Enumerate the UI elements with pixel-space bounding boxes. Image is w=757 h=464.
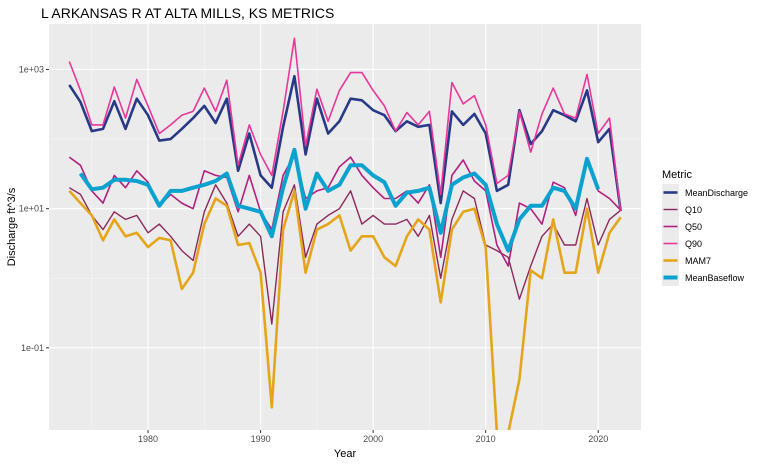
legend-label-q50: Q50 xyxy=(685,222,702,232)
x-tick-label: 2020 xyxy=(588,434,608,444)
series-line-meandischarge xyxy=(68,74,622,212)
legend-label-meandischarge: MeanDischarge xyxy=(685,188,748,198)
y-tick-label: 1e+03 xyxy=(19,64,44,74)
series-line-q90 xyxy=(68,37,622,212)
y-tick-label: 1e-01 xyxy=(21,343,44,353)
series-line-meanbaseflow xyxy=(78,147,601,253)
legend: Metric MeanDischarge Q10 Q50 Q90 MAM7 MeanBas… xyxy=(662,169,748,286)
x-tick-label: 1990 xyxy=(251,434,271,444)
series-layer xyxy=(68,37,622,430)
x-tick-label: 2000 xyxy=(363,434,383,444)
legend-title: Metric xyxy=(662,169,692,181)
legend-label-q90: Q90 xyxy=(685,239,702,249)
y-axis: 1e-01 1e+01 1e+03 xyxy=(19,64,49,353)
grid-major xyxy=(49,24,641,430)
x-axis-title: Year xyxy=(334,448,357,460)
legend-label-mam7: MAM7 xyxy=(685,256,711,266)
series-line-q10 xyxy=(68,184,622,325)
legend-label-meanbaseflow: MeanBaseflow xyxy=(685,273,745,283)
legend-items: MeanDischarge Q10 Q50 Q90 MAM7 MeanBaseflow xyxy=(662,184,748,286)
y-axis-title: Discharge ft^3/s xyxy=(6,187,18,266)
chart-title: L ARKANSAS R AT ALTA MILLS, KS METRICS xyxy=(41,5,334,21)
x-tick-label: 2010 xyxy=(476,434,496,444)
y-tick-label: 1e+01 xyxy=(19,204,44,214)
x-axis: 1980 1990 2000 2010 2020 xyxy=(138,430,608,444)
x-tick-label: 1980 xyxy=(138,434,158,444)
legend-label-q10: Q10 xyxy=(685,205,702,215)
series-line-mam7 xyxy=(68,189,622,430)
